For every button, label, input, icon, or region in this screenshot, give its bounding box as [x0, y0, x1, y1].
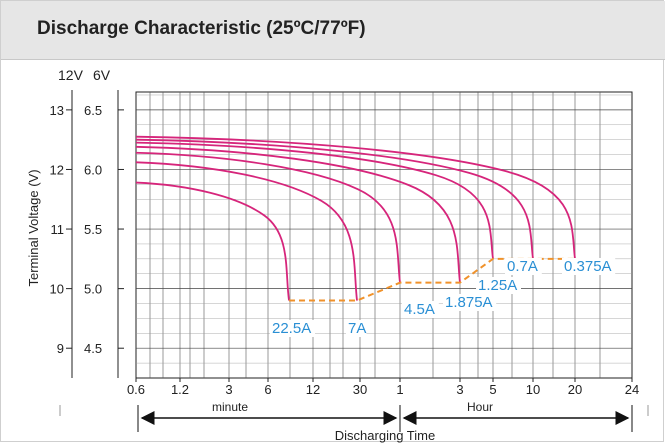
series-label-bg — [562, 258, 616, 275]
y-tick-label-6v: 5.0 — [84, 282, 102, 297]
x-tick-label: 20 — [568, 382, 582, 397]
x-tick-label: 0.6 — [127, 382, 145, 397]
series-label-bg — [443, 294, 497, 311]
series-label: 1.25A — [478, 277, 517, 294]
grid — [135, 91, 633, 379]
discharge-curve — [135, 161, 358, 301]
x-tick-label: 3 — [225, 382, 232, 397]
axes: 13 6.512 6.011 5.510 5.09 4.50.6 1.2 3 6 12 30 1 3 5 1… — [50, 90, 639, 397]
y-header-6v: 6V — [93, 67, 111, 83]
discharge-curve — [135, 135, 576, 259]
x-tick-label: 30 — [353, 382, 367, 397]
series-layer — [135, 135, 576, 301]
y-axis-title-group: Terminal Voltage (V) 12V 6V — [26, 67, 111, 287]
x-unit-hour: Hour — [467, 400, 493, 414]
x-tick-label: 10 — [526, 382, 540, 397]
y-tick-label-6v: 6.5 — [84, 103, 102, 118]
series-label: 0.7A — [507, 258, 538, 275]
x-tick-label: 3 — [456, 382, 463, 397]
series-label: 7A — [348, 320, 366, 337]
y-tick-label-12v: 11 — [51, 222, 65, 237]
series-label: 0.375A — [564, 258, 612, 275]
y-tick-label-12v: 12 — [50, 162, 64, 177]
series-label: 22.5A — [272, 320, 311, 337]
x-tick-label: 12 — [306, 382, 320, 397]
x-tick-label: 5 — [489, 382, 496, 397]
y-tick-label-12v: 9 — [57, 341, 64, 356]
y-tick-label-6v: 4.5 — [84, 341, 102, 356]
y-header-12v: 12V — [58, 67, 84, 83]
chart-title: Discharge Characteristic (25ºC/77ºF) — [37, 18, 366, 39]
plot-frame — [135, 91, 633, 379]
x-unit-minute: minute — [212, 400, 248, 414]
x-tick-label: 24 — [625, 382, 639, 397]
series-label: 4.5A — [404, 301, 435, 318]
series-label: 1.875A — [445, 294, 493, 311]
y-tick-label-12v: 10 — [50, 282, 64, 297]
time-axis-layer: minute Hour Discharging Time — [59, 400, 649, 443]
x-tick-label: 6 — [264, 382, 271, 397]
series-label-bg — [402, 301, 439, 318]
final-voltage-layer — [289, 257, 575, 302]
series-label-bg — [505, 258, 542, 275]
series-label-bg — [346, 320, 367, 337]
discharge-curve — [135, 138, 534, 259]
discharge-curve — [135, 141, 494, 259]
series-label-bg — [270, 320, 315, 337]
series-label-bg — [476, 277, 521, 294]
x-tick-label: 1.2 — [171, 382, 189, 397]
y-axis-label: Terminal Voltage (V) — [26, 169, 41, 286]
discharge-curve — [135, 145, 461, 283]
x-tick-label: 1 — [396, 382, 403, 397]
x-axis-label: Discharging Time — [335, 428, 435, 443]
y-tick-label-6v: 6.0 — [84, 162, 102, 177]
y-tick-label-6v: 5.5 — [84, 222, 102, 237]
final-voltage-line — [289, 257, 575, 302]
title-bar: Discharge Characteristic (25ºC/77ºF) — [1, 1, 665, 60]
discharge-curve — [135, 151, 401, 283]
discharge-curve — [135, 181, 290, 301]
y-tick-label-12v: 13 — [50, 103, 64, 118]
